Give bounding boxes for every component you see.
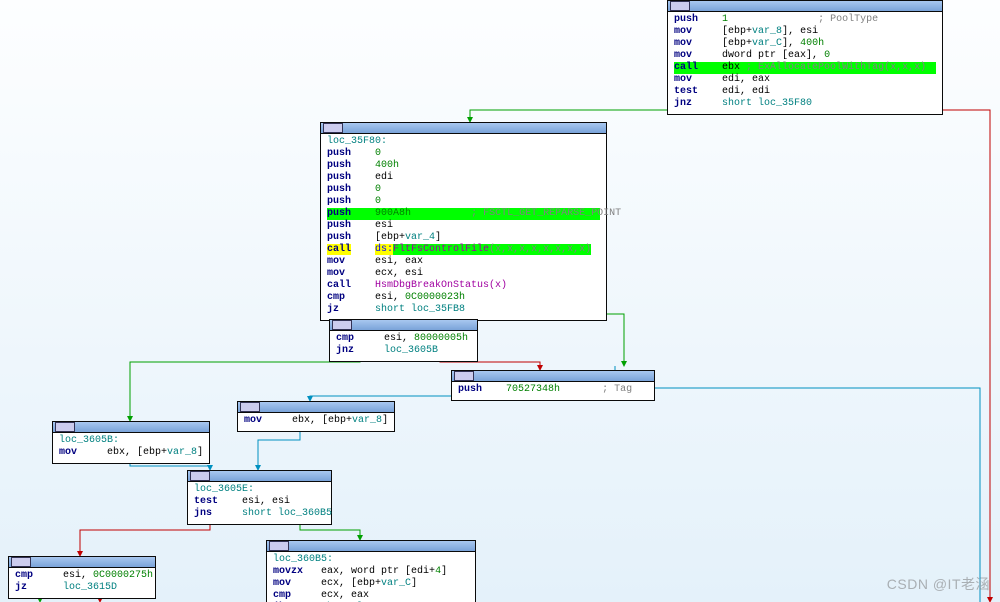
asm-block-n2[interactable]: cmp esi, 80000005hjnz loc_3605B xyxy=(329,319,478,362)
asm-line: push 1 ; PoolType xyxy=(674,14,936,26)
asm-line: push 900A8h ; FSCTL_GET_REPARSE_POINT xyxy=(327,208,600,220)
asm-line: test esi, esi xyxy=(194,496,325,508)
asm-line: mov edi, eax xyxy=(674,74,936,86)
block-body: loc_35F80:push 0push 400hpush edipush 0p… xyxy=(321,134,606,320)
asm-line: loc_3605B: xyxy=(59,435,203,447)
asm-line: cmp ecx, eax xyxy=(273,590,469,602)
block-body: cmp esi, 80000005hjnz loc_3605B xyxy=(330,331,477,361)
asm-line: push edi xyxy=(327,172,600,184)
edge-plain xyxy=(655,388,980,602)
asm-line: mov dword ptr [eax], 0 xyxy=(674,50,936,62)
asm-block-n4[interactable]: mov ebx, [ebp+var_8] xyxy=(237,401,395,432)
asm-line: push 70527348h ; Tag xyxy=(458,384,648,396)
block-body: push 70527348h ; Tag xyxy=(452,382,654,400)
asm-block-n0[interactable]: push 1 ; PoolTypemov [ebp+var_8], esimov… xyxy=(667,0,943,115)
asm-line: push 0 xyxy=(327,184,600,196)
asm-line: push 0 xyxy=(327,148,600,160)
asm-line: push esi xyxy=(327,220,600,232)
asm-line: push 0 xyxy=(327,196,600,208)
asm-line: push 400h xyxy=(327,160,600,172)
asm-block-n1[interactable]: loc_35F80:push 0push 400hpush edipush 0p… xyxy=(320,122,607,321)
asm-line: call ds:FltFsControlFile(x,x,x,x,x,x,x,x… xyxy=(327,244,600,256)
asm-line: mov ecx, [ebp+var_C] xyxy=(273,578,469,590)
asm-line: cmp esi, 0C0000275h xyxy=(15,570,149,582)
asm-line: jns short loc_360B5 xyxy=(194,508,325,520)
asm-line: jnz loc_3605B xyxy=(336,345,471,357)
asm-line: mov ebx, [ebp+var_8] xyxy=(244,415,388,427)
edge-false xyxy=(880,99,990,602)
asm-block-n5[interactable]: loc_3605B:mov ebx, [ebp+var_8] xyxy=(52,421,210,464)
block-titlebar[interactable] xyxy=(321,123,606,134)
asm-line: test edi, edi xyxy=(674,86,936,98)
block-titlebar[interactable] xyxy=(53,422,209,433)
block-titlebar[interactable] xyxy=(452,371,654,382)
asm-line: call HsmDbgBreakOnStatus(x) xyxy=(327,280,600,292)
block-body: loc_3605B:mov ebx, [ebp+var_8] xyxy=(53,433,209,463)
asm-block-n6[interactable]: loc_3605E:test esi, esijns short loc_360… xyxy=(187,470,332,525)
block-titlebar[interactable] xyxy=(668,1,942,12)
asm-line: cmp esi, 80000005h xyxy=(336,333,471,345)
asm-line: jnz short loc_35F80 xyxy=(674,98,936,110)
block-titlebar[interactable] xyxy=(267,541,475,552)
asm-line: mov esi, eax xyxy=(327,256,600,268)
block-body: push 1 ; PoolTypemov [ebp+var_8], esimov… xyxy=(668,12,942,114)
watermark-text: CSDN @IT老涵 xyxy=(887,574,990,594)
asm-line: mov [ebp+var_8], esi xyxy=(674,26,936,38)
block-body: loc_360B5:movzx eax, word ptr [edi+4]mov… xyxy=(267,552,475,602)
block-body: mov ebx, [ebp+var_8] xyxy=(238,413,394,431)
asm-line: mov ecx, esi xyxy=(327,268,600,280)
block-titlebar[interactable] xyxy=(238,402,394,413)
asm-line: push [ebp+var_4] xyxy=(327,232,600,244)
block-titlebar[interactable] xyxy=(9,557,155,568)
edge-false xyxy=(80,522,210,556)
asm-line: cmp esi, 0C0000023h xyxy=(327,292,600,304)
asm-line: jz short loc_35FB8 xyxy=(327,304,600,316)
block-body: cmp esi, 0C0000275hjz loc_3615D xyxy=(9,568,155,598)
asm-block-n3[interactable]: push 70527348h ; Tag xyxy=(451,370,655,401)
asm-line: mov [ebp+var_C], 400h xyxy=(674,38,936,50)
asm-line: loc_35F80: xyxy=(327,136,600,148)
block-titlebar[interactable] xyxy=(188,471,331,482)
block-titlebar[interactable] xyxy=(330,320,477,331)
asm-line: loc_360B5: xyxy=(273,554,469,566)
asm-line: mov ebx, [ebp+var_8] xyxy=(59,447,203,459)
asm-line: movzx eax, word ptr [edi+4] xyxy=(273,566,469,578)
asm-line: loc_3605E: xyxy=(194,484,325,496)
block-body: loc_3605E:test esi, esijns short loc_360… xyxy=(188,482,331,524)
asm-line: jz loc_3615D xyxy=(15,582,149,594)
asm-line: call ebx ; ExAllocatePoolWithTag(x,x,x) xyxy=(674,62,936,74)
asm-block-n8[interactable]: cmp esi, 0C0000275hjz loc_3615D xyxy=(8,556,156,599)
asm-block-n7[interactable]: loc_360B5:movzx eax, word ptr [edi+4]mov… xyxy=(266,540,476,602)
